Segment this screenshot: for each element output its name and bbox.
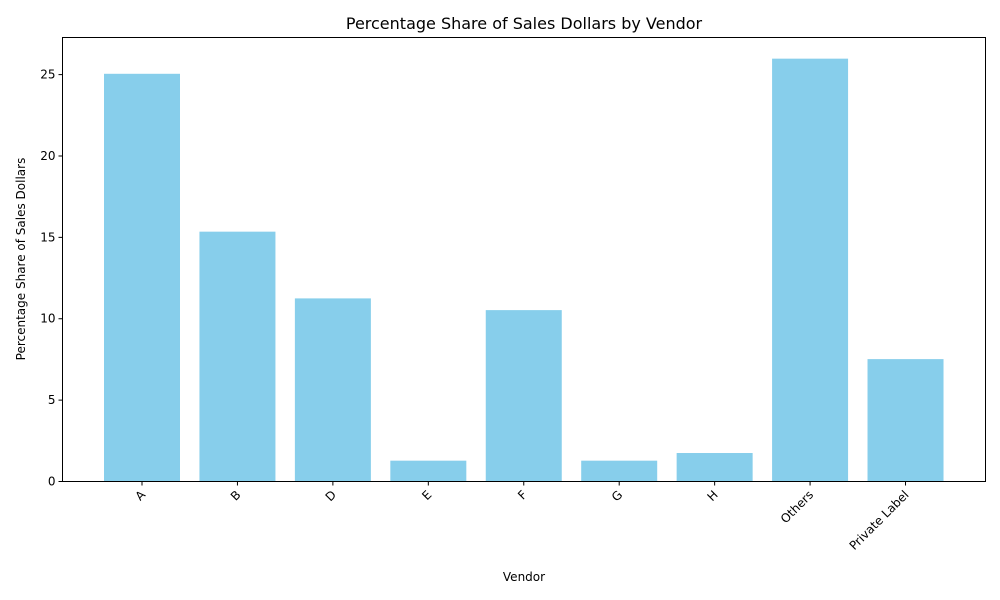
x-tick-label: F: [515, 488, 530, 503]
bar-d: [294, 298, 371, 482]
y-axis-ticks: 0 5 10 15 20 25: [40, 68, 63, 489]
bar-a: [104, 73, 180, 482]
bars-group: [104, 58, 944, 482]
plot-frame: [62, 37, 986, 482]
bar-g: [581, 460, 658, 482]
x-axis-ticks: A B D E F G H Others Private Label: [132, 481, 912, 553]
x-tick-label: G: [609, 488, 625, 504]
x-axis-label: Vendor: [503, 570, 545, 584]
chart-title: Percentage Share of Sales Dollars by Ven…: [346, 14, 703, 33]
y-tick-label: 25: [40, 68, 55, 82]
y-tick-label: 5: [48, 393, 56, 407]
x-tick-label: D: [323, 488, 339, 504]
y-tick-label: 20: [40, 149, 55, 163]
bar-e: [390, 460, 467, 482]
x-tick-label: A: [132, 487, 148, 503]
y-tick-label: 10: [40, 312, 55, 326]
y-tick-label: 0: [48, 475, 56, 489]
y-tick-label: 15: [40, 230, 55, 244]
x-tick-label: H: [704, 488, 720, 504]
x-tick-label: B: [228, 488, 244, 504]
bar-b: [199, 231, 276, 482]
bar-private-label: [867, 359, 944, 482]
x-tick-label: Private Label: [847, 488, 912, 553]
bar-f: [485, 310, 562, 482]
x-tick-label: Others: [778, 488, 816, 526]
x-tick-label: E: [419, 488, 434, 503]
bar-h: [676, 453, 753, 482]
bar-others: [772, 58, 849, 482]
y-axis-label: Percentage Share of Sales Dollars: [14, 158, 28, 361]
